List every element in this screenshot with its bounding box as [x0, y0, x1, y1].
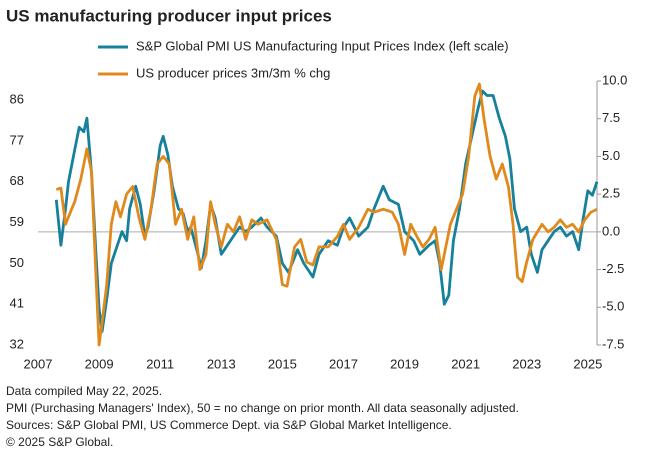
footnote: PMI (Purchasing Managers' Index), 50 = n… — [6, 401, 519, 415]
y-tick-label: 41 — [10, 296, 24, 311]
x-tick-label: 2007 — [24, 356, 53, 371]
y2-tick-label: -5.0 — [602, 299, 624, 314]
y2-tick-label: 7.5 — [602, 110, 620, 125]
x-tick-label: 2025 — [573, 356, 602, 371]
y2-tick-label: -7.5 — [602, 336, 624, 351]
x-tick-label: 2011 — [146, 356, 174, 371]
y2-tick-label: -2.5 — [602, 261, 624, 276]
y-tick-label: 86 — [10, 91, 24, 106]
y2-tick-label: 0.0 — [602, 223, 620, 238]
x-tick-label: 2017 — [329, 356, 358, 371]
footnote: © 2025 S&P Global. — [6, 435, 113, 449]
y2-tick-label: 5.0 — [602, 148, 620, 163]
legend-label: US producer prices 3m/3m % chg — [136, 65, 330, 80]
x-tick-label: 2021 — [451, 356, 480, 371]
y-tick-label: 50 — [10, 255, 24, 270]
footnote: Sources: S&P Global PMI, US Commerce Dep… — [6, 418, 452, 432]
series-line — [54, 89, 599, 333]
x-tick-label: 2015 — [268, 356, 297, 371]
y2-tick-label: 10.0 — [602, 72, 627, 87]
y-tick-label: 32 — [10, 336, 24, 351]
footnote: Data compiled May 22, 2025. — [6, 384, 162, 398]
x-tick-label: 2013 — [207, 356, 236, 371]
series-line — [55, 82, 598, 347]
y-tick-label: 59 — [10, 214, 24, 229]
x-tick-label: 2023 — [512, 356, 541, 371]
x-tick-label: 2009 — [85, 356, 114, 371]
y-tick-label: 68 — [10, 173, 24, 188]
chart-title: US manufacturing producer input prices — [6, 6, 332, 25]
y-tick-label: 77 — [10, 132, 24, 147]
y2-tick-label: 2.5 — [602, 186, 620, 201]
legend-label: S&P Global PMI US Manufacturing Input Pr… — [136, 38, 509, 53]
x-tick-label: 2019 — [390, 356, 419, 371]
